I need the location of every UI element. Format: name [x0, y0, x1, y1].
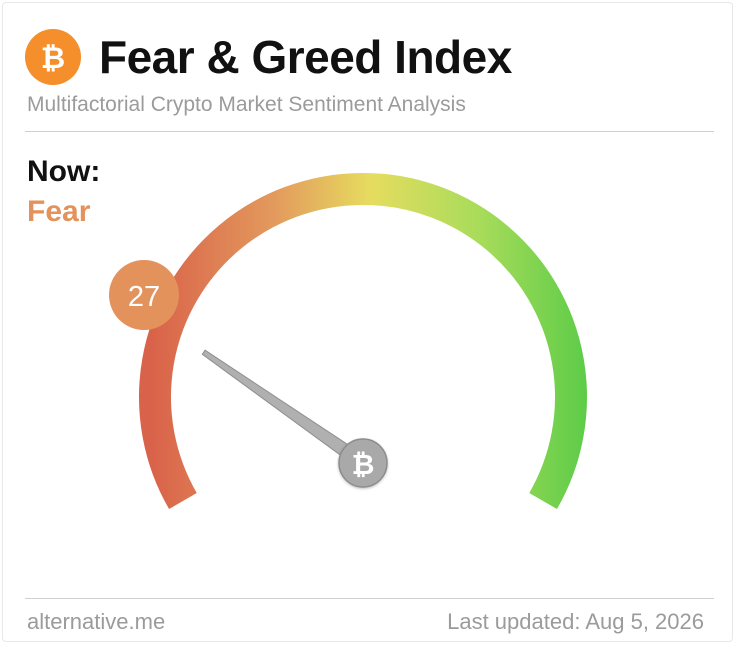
footer-divider — [25, 598, 714, 599]
source-link[interactable]: alternative.me — [27, 609, 166, 634]
page-subtitle: Multifactorial Crypto Market Sentiment A… — [27, 93, 466, 116]
bitcoin-icon: ₿ — [25, 29, 81, 85]
sentiment-classification: Fear — [27, 195, 91, 228]
value-badge: 27 — [109, 260, 179, 330]
header: ₿ Fear & Greed Index — [25, 29, 512, 85]
last-updated: Last updated: Aug 5, 2026 — [447, 609, 704, 634]
index-value: 27 — [128, 281, 160, 313]
header-divider — [25, 131, 714, 132]
sentiment-gauge: ₿ 27 — [109, 173, 587, 509]
now-label: Now: — [27, 155, 101, 188]
page-title: Fear & Greed Index — [99, 31, 512, 83]
bitcoin-icon: ₿ — [352, 448, 375, 481]
gauge-hub: ₿ — [338, 438, 388, 488]
svg-text:₿: ₿ — [41, 41, 65, 75]
gauge-arc — [139, 173, 587, 509]
